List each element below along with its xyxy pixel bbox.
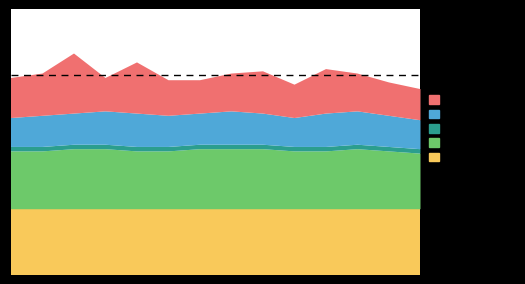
Legend: , , , , : , , , , [429, 95, 442, 162]
